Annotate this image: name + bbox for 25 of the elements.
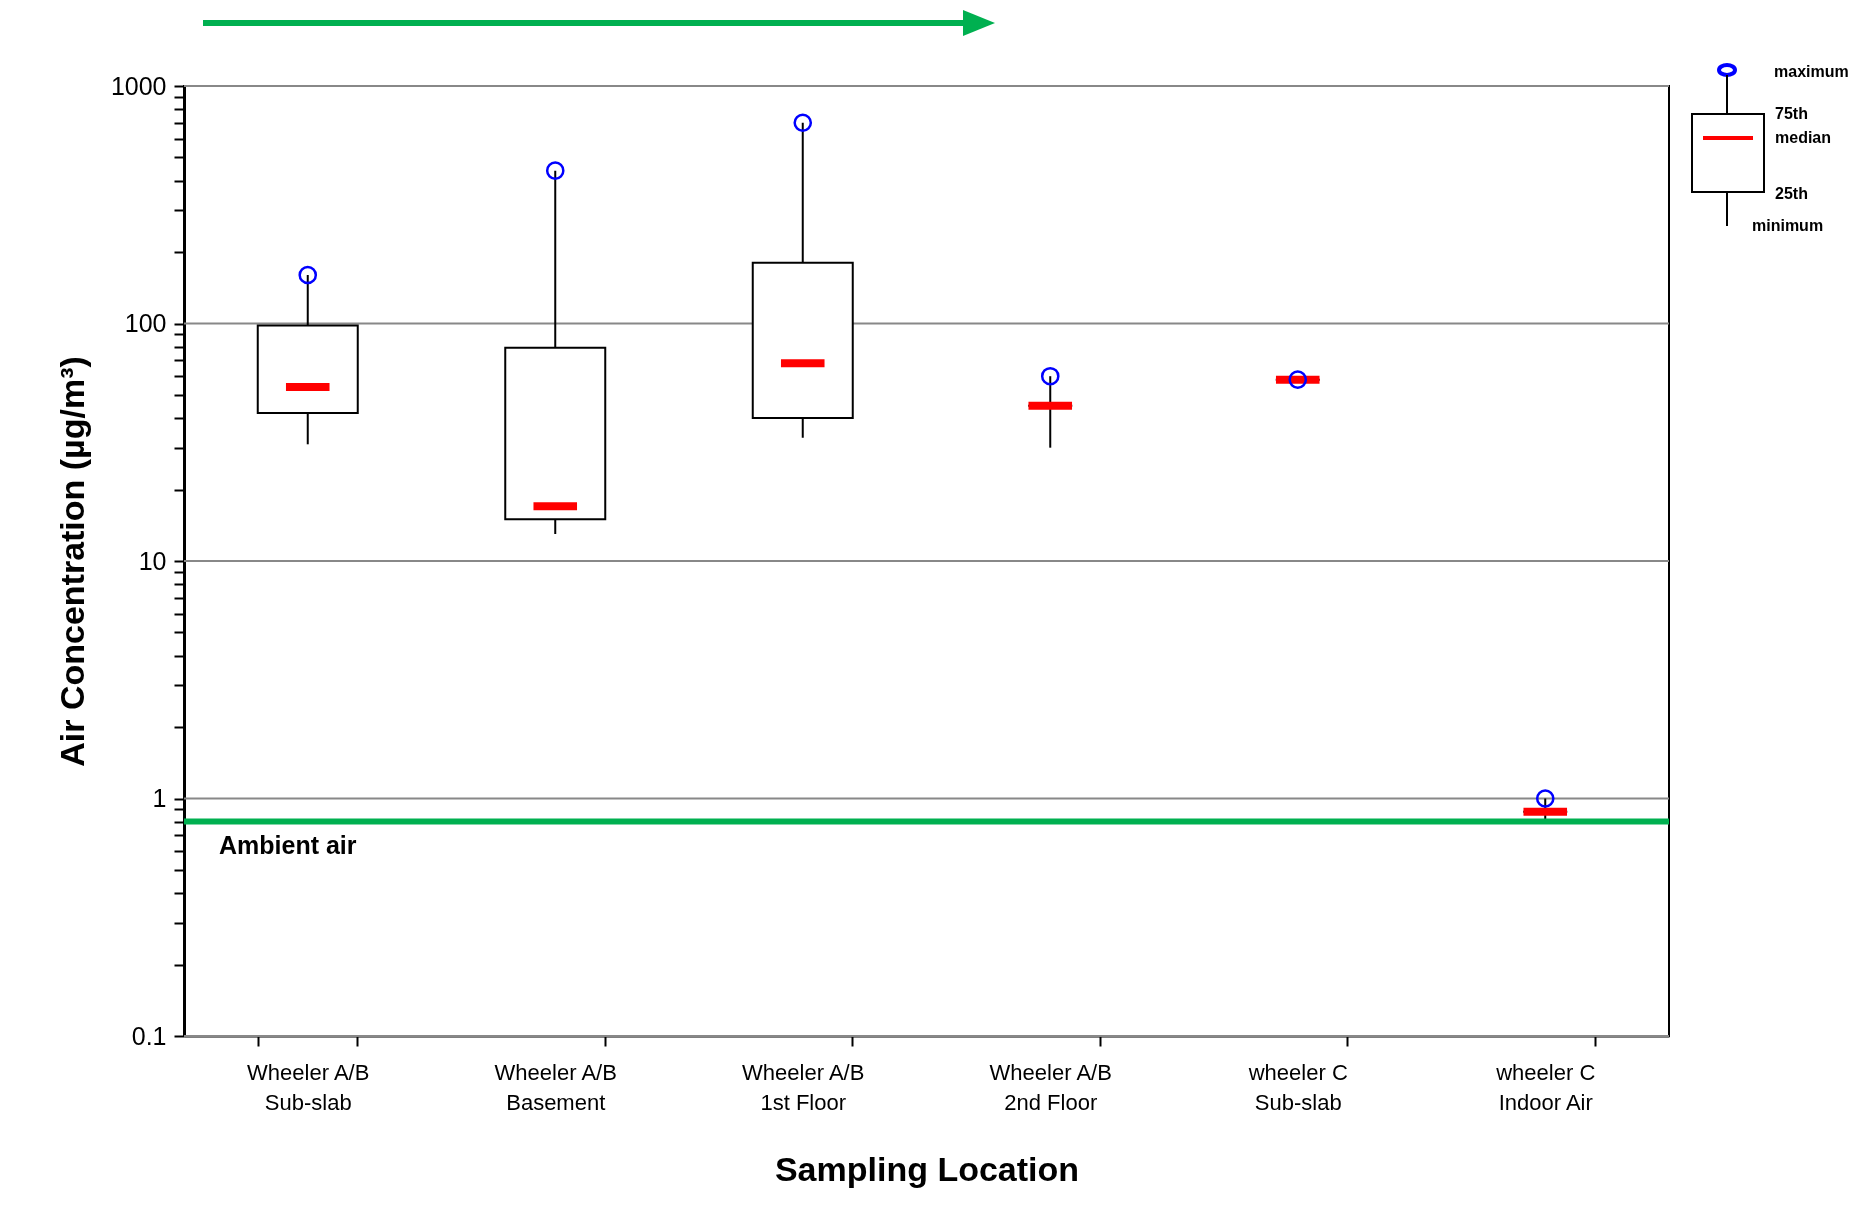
text: 25th bbox=[1775, 185, 1808, 203]
text: minimum bbox=[1752, 217, 1824, 235]
point bbox=[1535, 789, 1555, 808]
x-tick-label: wheeler C Sub-slab bbox=[1247, 1059, 1348, 1115]
x-axis-title: Sampling Location bbox=[774, 1149, 1080, 1188]
text: median bbox=[1775, 129, 1832, 147]
x-tick-label: Wheeler A/B Basement bbox=[494, 1059, 617, 1115]
point bbox=[1288, 370, 1308, 389]
y-axis-title: Air Concentration (µg/m³) bbox=[52, 356, 91, 767]
y-tick-label: 100 bbox=[124, 309, 167, 337]
point bbox=[793, 113, 813, 133]
x-tick-label: Wheeler A/B 2nd Floor bbox=[989, 1059, 1112, 1115]
ref-line-label: Ambient air bbox=[219, 830, 357, 859]
x-tick-label: Wheeler A/B Sub-slab bbox=[247, 1059, 370, 1115]
x-tick-label: wheeler C Indoor Air bbox=[1495, 1059, 1596, 1115]
y-tick-label: 1 bbox=[152, 784, 167, 812]
y-tick-label: 10 bbox=[138, 546, 167, 575]
y-tick-label: 0.1 bbox=[131, 1021, 167, 1050]
y-tick-label: 1000 bbox=[110, 71, 167, 100]
point bbox=[1040, 366, 1060, 386]
text: 75th bbox=[1775, 105, 1808, 123]
point bbox=[545, 161, 565, 180]
point bbox=[298, 265, 318, 285]
text: maximum bbox=[1774, 63, 1849, 81]
x-tick-label: Wheeler A/B 1st Floor bbox=[742, 1059, 865, 1115]
